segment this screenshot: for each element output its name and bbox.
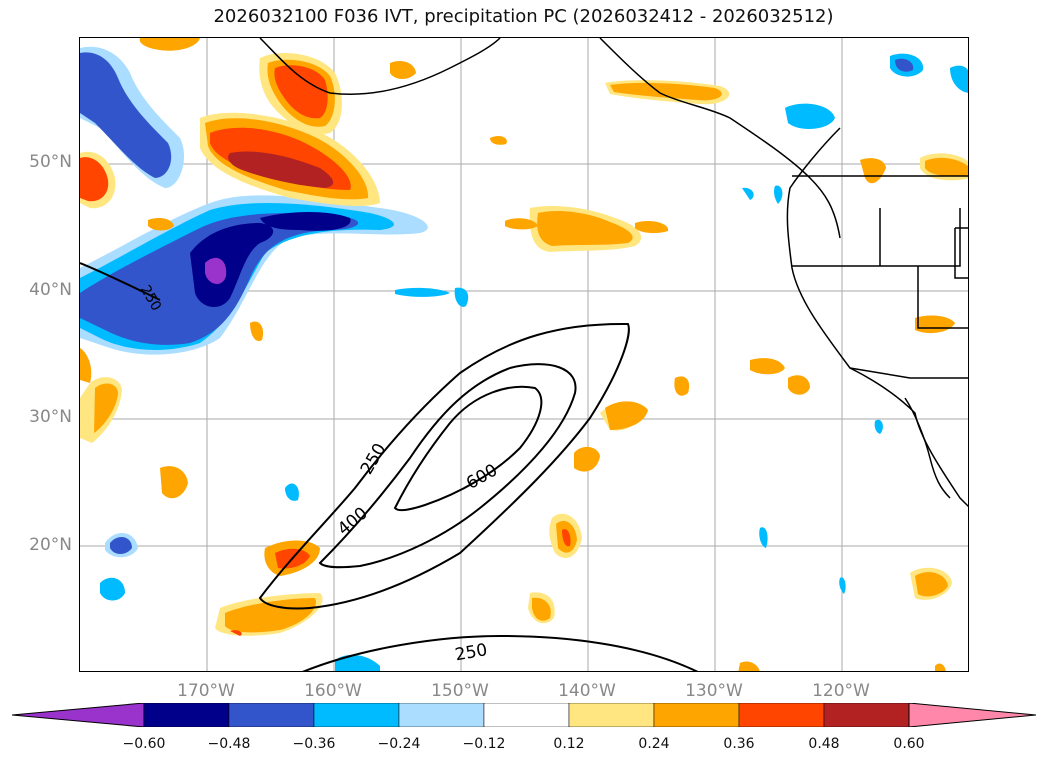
contour-label-250: 250 <box>357 440 391 478</box>
aleutian-coast <box>259 38 501 96</box>
colorbar-bin-max <box>908 703 1036 727</box>
lat-label-40n: 40°N <box>29 280 72 300</box>
colorbar-tick-1: −0.60 <box>122 736 166 752</box>
state-border-nevada <box>917 266 968 329</box>
ivt-contour-400 <box>318 363 577 569</box>
colorbar-bin-5 <box>483 703 570 727</box>
lon-label-140w: 140°W <box>558 681 616 701</box>
ivt-contour-250-south <box>302 634 699 671</box>
colorbar-bin-min <box>12 703 145 727</box>
colorbar-bin-1 <box>143 703 230 727</box>
colorbar-tick-3: −0.36 <box>292 736 336 752</box>
map-panel[interactable]: 250 400 600 250 250 <box>79 37 969 672</box>
lon-label-160w: 160°W <box>304 681 362 701</box>
map-canvas: 250 400 600 250 250 <box>80 38 968 671</box>
colorbar-tick-6: 0.12 <box>553 736 585 752</box>
colorbar-bin-4 <box>398 703 485 727</box>
colorbar-tick-9: 0.48 <box>808 736 840 752</box>
colorbar-bin-9 <box>823 703 910 727</box>
colorbar-tick-10: 0.60 <box>893 736 925 752</box>
ivt-contour-250-northwest <box>80 262 161 301</box>
colorbar-tick-8: 0.36 <box>723 736 755 752</box>
figure-title: 2026032100 F036 IVT, precipitation PC (2… <box>213 6 834 27</box>
political-borders <box>792 175 968 379</box>
lon-label-150w: 150°W <box>431 681 489 701</box>
colorbar-bin-6 <box>568 703 655 727</box>
state-border-east <box>954 227 968 279</box>
baja-coast <box>904 397 951 499</box>
contour-label-600: 600 <box>463 460 501 494</box>
ivt-contour-600 <box>393 385 543 512</box>
ivt-contour-250 <box>258 322 630 610</box>
alaska-bc-coast <box>599 38 841 239</box>
lon-label-120w: 120°W <box>812 681 870 701</box>
colorbar-tick-5: −0.12 <box>462 736 506 752</box>
colorbar-bin-8 <box>738 703 825 727</box>
coastlines <box>259 38 968 508</box>
lat-label-50n: 50°N <box>29 152 72 172</box>
colorbar-tick-7: 0.24 <box>638 736 670 752</box>
colorbar <box>12 703 1036 727</box>
colorbar-tick-4: −0.24 <box>377 736 421 752</box>
colorbar-bin-7 <box>653 703 740 727</box>
lat-label-20n: 20°N <box>29 535 72 555</box>
lon-label-130w: 130°W <box>685 681 743 701</box>
ivt-contours <box>80 262 699 671</box>
colorbar-bin-3 <box>313 703 400 727</box>
state-border-north <box>792 208 961 267</box>
lat-label-30n: 30°N <box>29 407 72 427</box>
positive-anomaly-regions <box>80 38 968 671</box>
contour-label-400: 400 <box>334 503 372 539</box>
negative-anomaly-regions <box>80 46 968 671</box>
lon-label-170w: 170°W <box>177 681 235 701</box>
contour-label-250-south: 250 <box>453 640 488 665</box>
colorbar-bin-2 <box>228 703 315 727</box>
us-mexico-border <box>849 367 968 379</box>
colorbar-tick-2: −0.48 <box>207 736 251 752</box>
